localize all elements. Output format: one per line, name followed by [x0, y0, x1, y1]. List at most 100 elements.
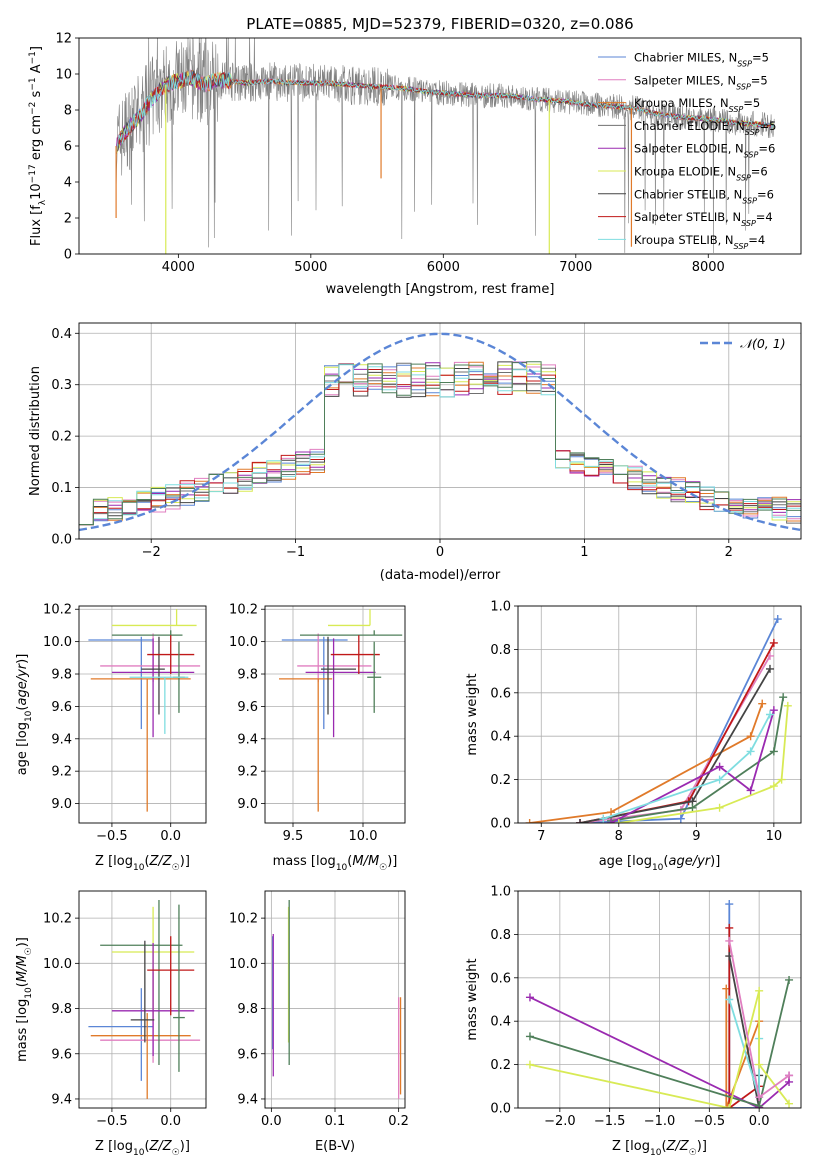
legend-sub: SSP [745, 127, 760, 136]
x-tick-label: 4000 [162, 260, 195, 275]
mass-weight-marker [725, 900, 734, 909]
legend-entry: Salpeter ELODIE, NSSP=6 [634, 142, 775, 160]
legend-text: Chabrier MILES, N [634, 51, 737, 65]
mass-weight-line [610, 709, 775, 823]
legend-value: =6 [758, 142, 775, 156]
x-tick-label: 0.2 [388, 1114, 409, 1129]
y-axis-label: age [log10(age/yr)] [15, 654, 34, 776]
label-part: Z/Z [666, 1139, 690, 1154]
y-tick-label: 1.0 [490, 600, 511, 615]
label-part: Flux [f [29, 205, 44, 246]
legend-text: Salpeter MILES, N [634, 73, 736, 87]
label-part: 10 [133, 1148, 145, 1158]
legend-sub: SSP [737, 59, 752, 68]
mass-weight-marker [785, 975, 794, 984]
legend-value: =6 [757, 187, 774, 201]
mass-weight-marker [755, 1093, 764, 1102]
y-tick-label: 8 [64, 104, 72, 119]
plot-area [279, 609, 403, 812]
mass-weight-marker [765, 710, 774, 719]
y-tick-label: 0.2 [51, 430, 72, 445]
y-tick-label: 0.6 [490, 971, 511, 986]
x-axis-label: Z [log10(Z/Z☉)] [612, 1139, 707, 1158]
y-tick-label: 0.0 [490, 817, 511, 832]
label-part: age [log [599, 854, 652, 869]
y-axis-label: Normed distribution [28, 366, 43, 496]
mass-weight-marker [715, 775, 724, 784]
label-part: ☉ [689, 1148, 697, 1158]
y-tick-label: 4 [64, 176, 72, 191]
y-tick-label: 0.8 [490, 643, 511, 658]
x-tick-label: 8000 [692, 260, 725, 275]
legend-entry: Chabrier STELIB, NSSP=6 [634, 187, 774, 205]
y-tick-label: 9.4 [237, 732, 258, 747]
label-part: )] [387, 854, 397, 869]
mass-weight-marker [688, 803, 697, 812]
panel-mass_vs_ebv: 0.0 0.1 0.2 9.4 9.6 9.8 10.0 10.2 E(B-V) [229, 890, 409, 1154]
x-tick-label: 5000 [294, 260, 327, 275]
legend-value: =6 [751, 165, 768, 179]
x-tick-label: 9 [692, 829, 700, 844]
mass-weight-line [603, 714, 771, 820]
label-part: Z/Z [149, 1139, 173, 1154]
x-tick-label: 10 [766, 829, 783, 844]
y-axis-label: mass weight [465, 958, 480, 1040]
x-tick-label: 6000 [427, 260, 460, 275]
label-part: M/M [15, 955, 30, 982]
label-part: Z [log [95, 854, 133, 869]
mass-weight-marker [607, 819, 616, 823]
label-part: age/yr [15, 662, 30, 705]
x-axis-label: age [log10(age/yr)] [599, 854, 721, 873]
label-part: Z/Z [149, 854, 173, 869]
label-part: ( [15, 706, 30, 711]
mass-weight-marker [715, 762, 724, 771]
x-tick-label: −2 [142, 545, 161, 560]
label-part: ☉ [24, 947, 34, 955]
legend-value: =4 [748, 233, 765, 247]
plots-layer: 4000 5000 6000 7000 8000024681012wavelength … [15, 32, 802, 1158]
y-tick-label: 12 [55, 32, 72, 47]
mass-weight-marker [783, 701, 792, 710]
y-tick-label: 9.8 [237, 668, 258, 683]
mass-weight-marker [769, 706, 778, 715]
y-axis-label: mass [log10(M/M☉)] [15, 937, 34, 1062]
label-part: )] [180, 854, 190, 869]
plot-area [79, 332, 801, 532]
legend-entry: 𝒩(0, 1) [740, 336, 786, 351]
panel-residuals: −2 −1 0 1 2 0.0 0.1 0.2 0.3 0.4 (data-model)/error… [28, 322, 802, 583]
x-tick-label: 8 [615, 829, 623, 844]
label-part: Z [log [95, 1139, 133, 1154]
label-part: ( [661, 1139, 666, 1154]
label-part: ( [144, 854, 149, 869]
legend-entry: Kroupa STELIB, NSSP=4 [634, 233, 765, 251]
x-tick-label: 0.0 [261, 1114, 282, 1129]
label-part: mass [log [273, 854, 336, 869]
legend-text: Salpeter STELIB, N [634, 210, 741, 224]
legend-entry: Kroupa MILES, NSSP=5 [634, 96, 760, 114]
mass-weight-line [728, 927, 760, 1108]
y-tick-label: 10.0 [229, 635, 258, 650]
label-part: 10 [650, 1148, 662, 1158]
mass-weight-marker [769, 747, 778, 756]
plot-area [525, 615, 792, 823]
label-part: −2 [28, 102, 38, 115]
mass-weight-marker [722, 1104, 731, 1108]
label-part: E(B-V) [315, 1139, 355, 1154]
mass-weight-marker [773, 615, 782, 624]
x-tick-label: 0.0 [160, 829, 181, 844]
legend-value: =5 [751, 73, 768, 87]
y-tick-label: 10.0 [43, 957, 72, 972]
mass-weight-marker [576, 819, 585, 823]
label-part: ( [663, 854, 668, 869]
legend-sub: SSP [729, 105, 744, 114]
mass-weight-marker [758, 699, 767, 708]
mass-weight-marker [777, 775, 786, 784]
label-part: ☉ [172, 863, 180, 873]
y-tick-label: 0.1 [51, 481, 72, 496]
label-part: 10 [24, 710, 34, 722]
y-tick-label: 9.4 [51, 1092, 72, 1107]
residual-histogram-line [79, 361, 801, 525]
plot-area [88, 609, 201, 812]
mass-weight-marker [715, 803, 724, 812]
y-tick-label: 0.0 [490, 1102, 511, 1117]
